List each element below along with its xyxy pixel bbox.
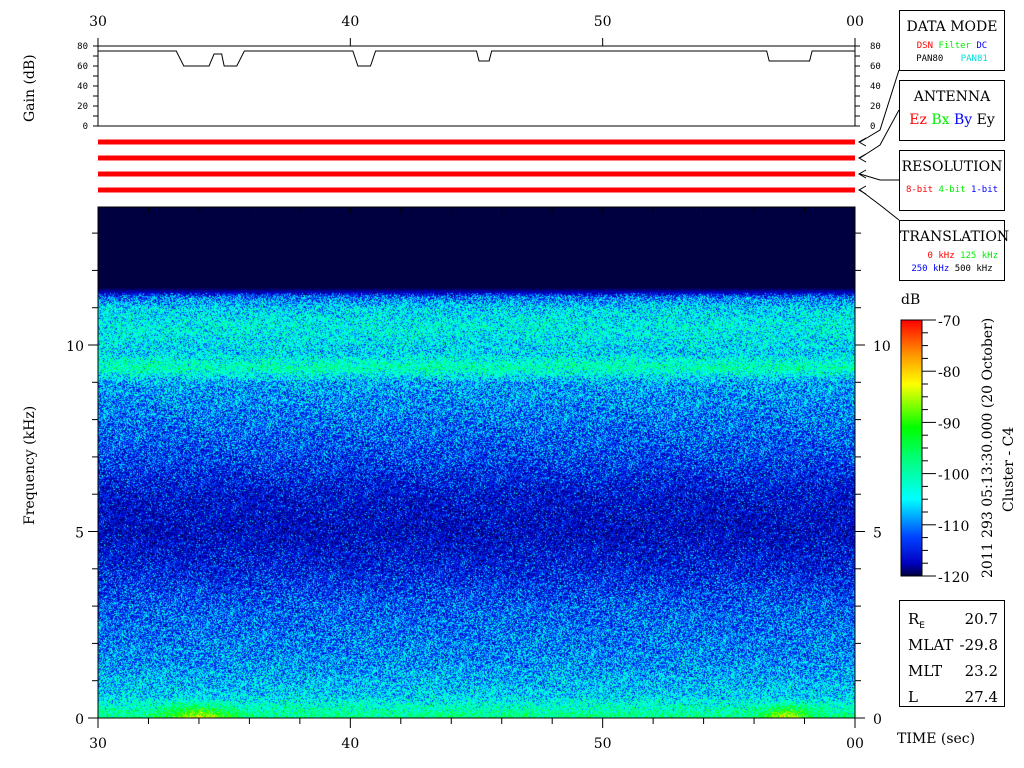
info-value: 23.2 [964, 662, 998, 680]
gain-axis-title: Gain (dB) [22, 54, 38, 122]
time-label-top: 40 [341, 14, 359, 30]
antenna-ez: Ez [909, 112, 927, 128]
resolution-title: RESOLUTION [901, 159, 1003, 175]
resolution-8bit: 8-bit [905, 185, 934, 195]
colorbar-tick-label: -80 [938, 365, 961, 381]
info-row-mlat: MLAT -29.8 [900, 633, 1004, 658]
data-mode-row1: DSN Filter DC [900, 41, 1004, 51]
resolution-1bit: 1-bit [970, 185, 999, 195]
gain-trace [98, 50, 855, 67]
colorbar-tick-label: -90 [938, 416, 961, 432]
gain-tick-label: 80 [870, 42, 881, 52]
translation-500khz: 500 kHz [954, 264, 993, 274]
status-bar [98, 139, 855, 145]
time-label-top: 50 [594, 14, 612, 30]
colorbar-unit: dB [901, 292, 920, 308]
status-connector [859, 69, 900, 143]
orbit-info-box: RE 20.7 MLAT -29.8 MLT 23.2 L 27.4 [899, 600, 1005, 707]
antenna-panel: ANTENNA Ez Bx By Ey [899, 80, 1005, 141]
freq-tick-label: 5 [75, 526, 84, 542]
info-row-re: RE 20.7 [900, 607, 1004, 632]
translation-panel: TRANSLATION 0 kHz 125 kHz 250 kHz 500 kH… [899, 220, 1010, 281]
time-label-bottom: 00 [846, 736, 864, 752]
data-mode-filter: Filter [938, 41, 971, 51]
resolution-panel: RESOLUTION 8-bit 4-bit 1-bit [899, 150, 1005, 211]
side-subtitle: Cluster - C4 [1001, 427, 1017, 512]
antenna-bx: Bx [931, 112, 950, 128]
status-arrow [857, 137, 867, 147]
status-arrow [857, 169, 867, 179]
gain-tick-label: 60 [77, 62, 88, 72]
status-connector [859, 189, 900, 221]
translation-row1: 0 kHz 125 kHz [900, 251, 1004, 261]
colorbar-tick-label: -120 [938, 570, 969, 586]
data-mode-dc: DC [976, 41, 988, 51]
resolution-row: 8-bit 4-bit 1-bit [900, 185, 1004, 195]
gain-tick-label: 40 [870, 82, 881, 92]
data-mode-title: DATA MODE [906, 19, 998, 35]
antenna-ey: Ey [976, 112, 995, 128]
translation-250khz: 250 kHz [911, 264, 950, 274]
data-mode-pan80: PAN80 [916, 54, 944, 64]
translation-0khz: 0 kHz [927, 251, 955, 261]
gain-tick-label: 80 [77, 42, 88, 52]
status-arrow [857, 185, 867, 195]
freq-tick-label: 10 [66, 339, 84, 355]
status-bar [98, 171, 855, 177]
spectrogram [98, 207, 855, 718]
info-label: L [908, 688, 918, 706]
resolution-4bit: 4-bit [938, 185, 966, 195]
colorbar-tick-label: -70 [938, 314, 961, 330]
freq-axis-title: Frequency (kHz) [22, 406, 38, 525]
side-title: 2011 293 05:13:30.000 (20 October) [980, 318, 996, 578]
spectrogram-frame [97, 206, 856, 719]
freq-tick-label: 10 [873, 339, 891, 355]
status-bar [98, 155, 855, 161]
gain-tick-label: 20 [77, 102, 88, 112]
status-arrow [857, 153, 867, 163]
time-label-bottom: 50 [594, 736, 612, 752]
freq-tick-label: 0 [873, 712, 882, 728]
time-label-bottom: 30 [89, 736, 107, 752]
info-value: -29.8 [959, 636, 998, 654]
colorbar-tick-label: -110 [938, 519, 969, 535]
status-connector [859, 173, 899, 181]
info-label: MLT [908, 662, 943, 680]
info-value: 20.7 [964, 610, 998, 628]
gain-tick-label: 60 [870, 62, 881, 72]
time-label-top: 00 [846, 14, 864, 30]
info-label: RE [908, 610, 925, 631]
data-mode-row2: PAN80 PAN81 [900, 54, 1004, 64]
gain-tick-label: 20 [870, 102, 881, 112]
time-label-top: 30 [89, 14, 107, 30]
antenna-row: Ez Bx By Ey [900, 112, 1004, 128]
info-row-mlt: MLT 23.2 [900, 659, 1004, 684]
status-connector [859, 109, 900, 159]
data-mode-dsn: DSN [916, 41, 934, 51]
translation-125khz: 125 kHz [960, 251, 998, 261]
time-label-bottom: 40 [341, 736, 359, 752]
colorbar [900, 319, 923, 577]
time-axis-title: TIME (sec) [897, 731, 975, 747]
status-bar [98, 187, 855, 193]
antenna-title: ANTENNA [913, 89, 991, 105]
gain-tick-label: 0 [870, 122, 875, 132]
info-row-l: L 27.4 [900, 685, 1004, 710]
freq-tick-label: 0 [75, 712, 84, 728]
colorbar-tick-label: -100 [938, 468, 969, 484]
translation-row2: 250 kHz 500 kHz [900, 264, 1004, 274]
data-mode-panel: DATA MODE DSN Filter DC PAN80 PAN81 [899, 10, 1005, 71]
translation-title: TRANSLATION [900, 229, 1010, 245]
gain-tick-label: 40 [77, 82, 88, 92]
gain-tick-label: 0 [83, 122, 88, 132]
freq-tick-label: 5 [873, 526, 882, 542]
info-label: MLAT [908, 636, 954, 654]
antenna-by: By [953, 112, 973, 128]
data-mode-pan81: PAN81 [960, 54, 988, 64]
info-value: 27.4 [964, 688, 998, 706]
